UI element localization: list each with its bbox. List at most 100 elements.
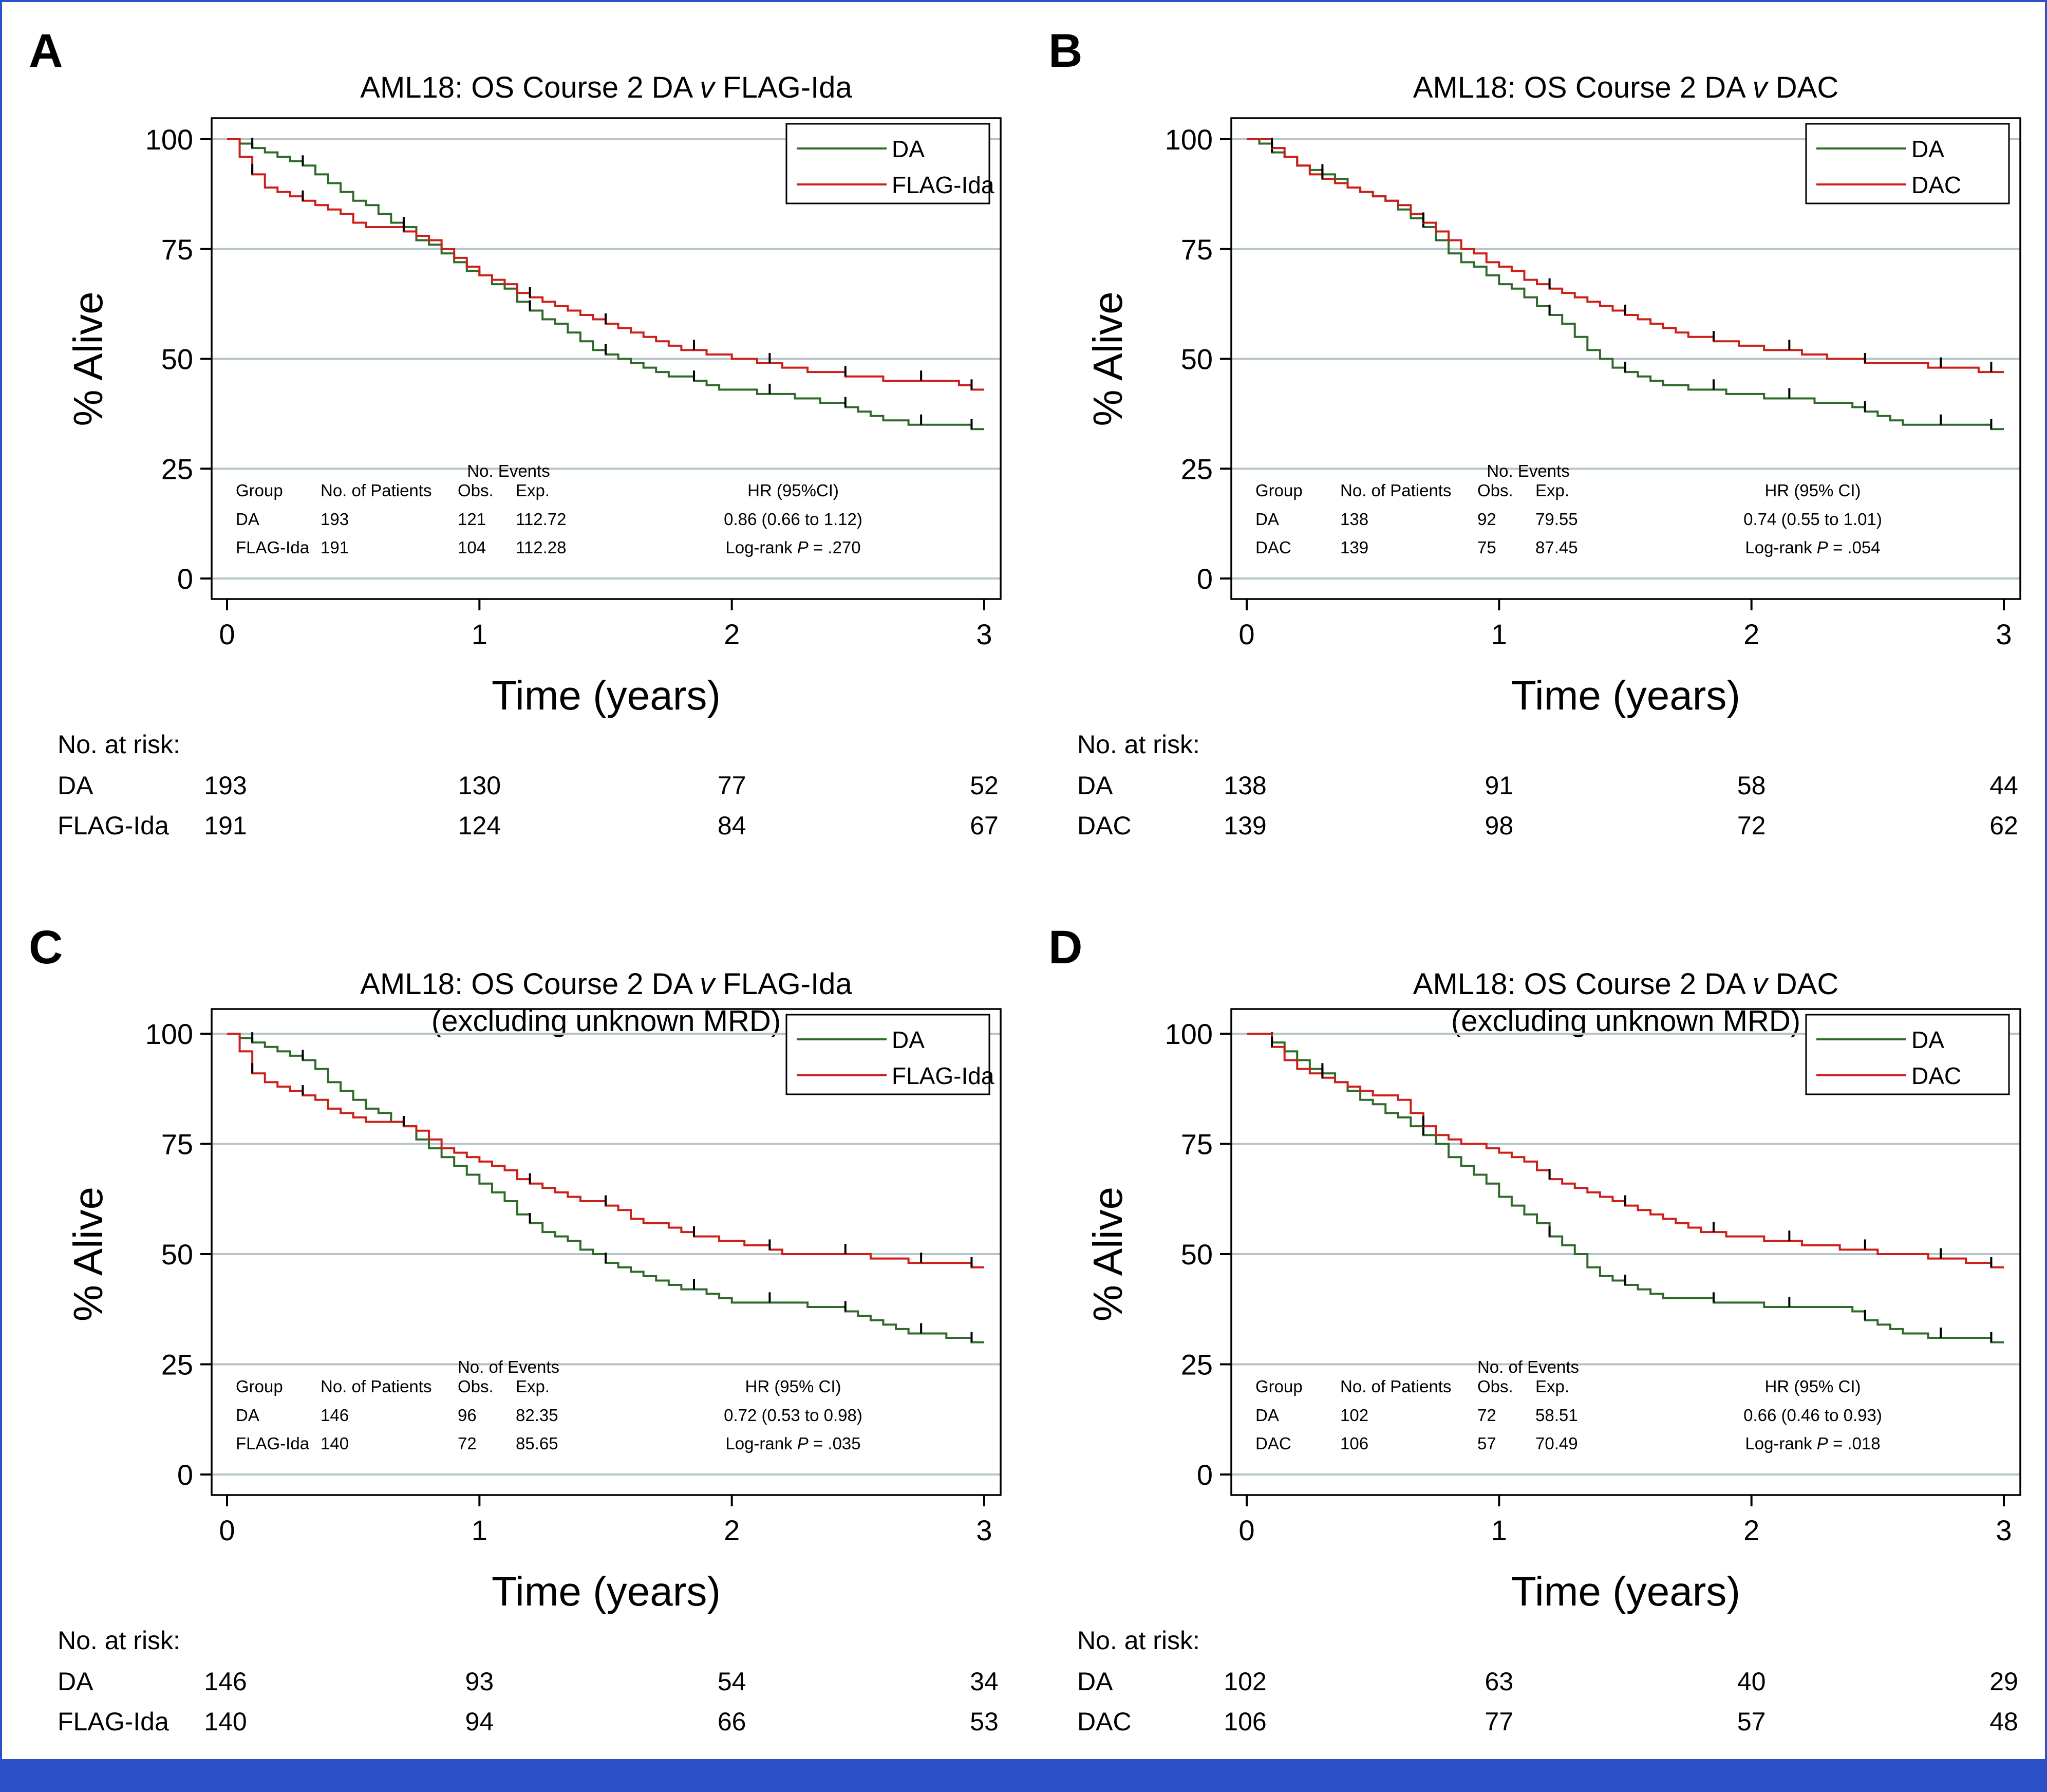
- table-cell-hr: 0.86 (0.66 to 1.12): [724, 510, 862, 529]
- table-header: Obs.: [1477, 481, 1513, 500]
- y-tick-label: 50: [1181, 1238, 1213, 1271]
- y-tick-label: 25: [161, 453, 193, 485]
- legend-label: FLAG-Ida: [892, 172, 994, 198]
- y-tick-label: 0: [177, 563, 193, 595]
- legend-label: DA: [892, 1026, 925, 1053]
- chart-title: (excluding unknown MRD): [1451, 1004, 1800, 1038]
- table-cell-exp: 79.55: [1535, 510, 1578, 529]
- table-header: HR (95% CI): [1764, 1377, 1861, 1396]
- y-tick-label: 50: [161, 1238, 193, 1271]
- km-curve-da: [227, 138, 984, 431]
- table-header: HR (95%CI): [747, 481, 839, 500]
- plot-frame: [1230, 1008, 2021, 1496]
- at-risk-table: No. at risk: DA 102 63 40 29 DAC 106 77 57 48: [1077, 1626, 2018, 1736]
- x-tick-label: 2: [724, 1514, 740, 1546]
- at-risk-table: No. at risk: DA 193 130 77 52 FLAG-Ida 191 124 84…: [58, 730, 999, 840]
- table-cell-exp: 70.49: [1535, 1434, 1578, 1453]
- legend-box: [1805, 123, 2010, 204]
- events-header: No. Events: [467, 461, 550, 480]
- summary-table: No. of Events Group No. of Patients Obs. Exp…: [236, 1357, 862, 1453]
- x-tick-label: 0: [1238, 618, 1254, 650]
- y-axis-title: % Alive: [65, 1187, 111, 1321]
- at-risk-label: No. at risk:: [1077, 730, 1200, 759]
- table-cell-patients: 140: [321, 1434, 349, 1453]
- table-cell-exp: 112.72: [516, 510, 566, 529]
- table-cell-group: DAC: [1255, 1434, 1291, 1453]
- table-header: Group: [236, 481, 283, 500]
- at-risk-value: 77: [1485, 1707, 1514, 1736]
- y-tick-label: 100: [145, 1018, 193, 1050]
- y-tick-label: 25: [1181, 453, 1213, 485]
- table-cell-group: DA: [236, 510, 259, 529]
- y-tick-label: 25: [161, 1349, 193, 1381]
- at-risk-value: 48: [1989, 1707, 2018, 1736]
- table-cell-group: DA: [1255, 1406, 1279, 1425]
- x-tick-label: 1: [1491, 618, 1507, 650]
- at-risk-value: 53: [970, 1707, 999, 1736]
- table-cell-obs: 57: [1477, 1434, 1496, 1453]
- y-tick-label: 100: [1165, 1018, 1213, 1050]
- at-risk-value: 84: [718, 811, 746, 840]
- table-cell-obs: 104: [458, 538, 486, 557]
- table-header: Obs.: [1477, 1377, 1513, 1396]
- table-header: Obs.: [458, 1377, 494, 1396]
- at-risk-value: 191: [204, 811, 247, 840]
- events-header: No. of Events: [1477, 1357, 1579, 1376]
- chart-title: AML18: OS Course 2 DA v FLAG-Ida: [360, 967, 852, 1001]
- plot-frame: [1230, 117, 2021, 600]
- table-cell-patients: 191: [321, 538, 349, 557]
- legend-box: [1805, 1014, 2010, 1095]
- y-tick-label: 100: [145, 123, 193, 156]
- legend-label: DA: [1911, 1026, 1944, 1053]
- at-risk-value: 29: [1989, 1667, 2018, 1696]
- y-axis-title: % Alive: [1085, 291, 1131, 426]
- y-tick-label: 25: [1181, 1349, 1213, 1381]
- table-cell-hr: 0.66 (0.46 to 0.93): [1743, 1406, 1882, 1425]
- y-tick-label: 75: [1181, 1128, 1213, 1161]
- at-risk-value: 93: [465, 1667, 494, 1696]
- at-risk-value: 77: [718, 771, 746, 800]
- table-cell-group: DAC: [1255, 538, 1291, 557]
- legend-label: DA: [892, 136, 925, 162]
- y-tick-label: 0: [177, 1459, 193, 1491]
- y-tick-label: 0: [1197, 563, 1213, 595]
- legend-label: DAC: [1911, 1062, 1961, 1089]
- table-header: Obs.: [458, 481, 494, 500]
- at-risk-value: 91: [1485, 771, 1514, 800]
- x-tick-label: 3: [976, 1514, 992, 1546]
- chart-panel-d: D AML18: OS Course 2 DA v DAC(excluding u…: [1048, 921, 2021, 1736]
- summary-table: No. of Events Group No. of Patients Obs. Exp…: [1255, 1357, 1882, 1453]
- x-axis-title: Time (years): [492, 673, 721, 718]
- chart-panel-c: C AML18: OS Course 2 DA v FLAG-Ida(exclud…: [29, 921, 1002, 1736]
- table-header: Exp.: [1535, 1377, 1569, 1396]
- legend: DA DAC: [1805, 1014, 2010, 1095]
- at-risk-value: 146: [204, 1667, 247, 1696]
- panel-label: D: [1048, 921, 1082, 974]
- y-tick-label: 75: [1181, 233, 1213, 266]
- table-header: Exp.: [516, 481, 550, 500]
- at-risk-value: 34: [970, 1667, 999, 1696]
- at-risk-value: 124: [458, 811, 501, 840]
- chart-panel-a: A AML18: OS Course 2 DA v FLAG-Ida 0 25 50 75…: [29, 25, 1002, 840]
- table-cell-patients: 106: [1340, 1434, 1368, 1453]
- panel-label: A: [29, 25, 63, 77]
- at-risk-value: 40: [1737, 1667, 1766, 1696]
- at-risk-value: 102: [1224, 1667, 1266, 1696]
- x-tick-label: 2: [1743, 1514, 1759, 1546]
- at-risk-value: 44: [1989, 771, 2018, 800]
- table-cell-obs: 121: [458, 510, 486, 529]
- chart-title: AML18: OS Course 2 DA v DAC: [1413, 71, 1838, 104]
- table-cell-obs: 75: [1477, 538, 1496, 557]
- table-cell-obs: 96: [458, 1406, 477, 1425]
- at-risk-value: 62: [1989, 811, 2018, 840]
- table-header: No. of Patients: [1340, 481, 1451, 500]
- events-header: No. of Events: [458, 1357, 559, 1376]
- at-risk-value: 130: [458, 771, 501, 800]
- table-header: No. of Patients: [321, 1377, 431, 1396]
- table-cell-patients: 102: [1340, 1406, 1368, 1425]
- summary-table: No. Events Group No. of Patients Obs. Exp. HR…: [236, 461, 862, 557]
- x-axis-title: Time (years): [1511, 673, 1740, 718]
- x-tick-label: 0: [1238, 1514, 1254, 1546]
- table-cell-obs: 72: [1477, 1406, 1496, 1425]
- km-curve-flag-ida: [227, 138, 984, 391]
